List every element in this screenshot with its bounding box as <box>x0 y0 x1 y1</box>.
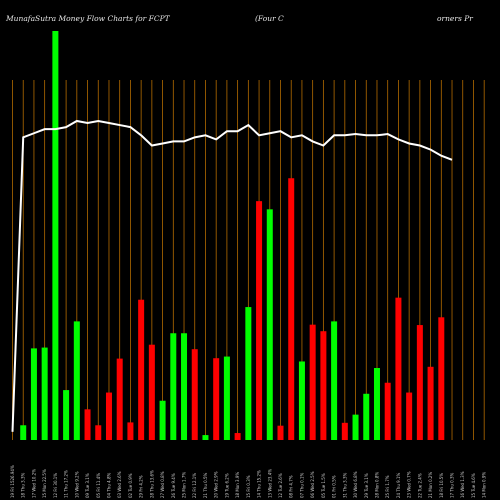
x-tick-label: 23 Wed 0.7% <box>407 471 412 498</box>
x-tick-label: 01 Fri 0.5% <box>332 475 337 498</box>
money-flow-bar <box>181 333 188 440</box>
x-tick-label: 25 Mon 1.7% <box>182 472 187 498</box>
x-tick-label: 15 Mon 22.5% <box>42 469 47 498</box>
x-tick-label: 29 Tue 3.1% <box>364 473 369 498</box>
money-flow-bar <box>395 297 402 440</box>
x-axis-tick-labels: 19 Fri 1526.94% 18 Thu 3.3% 17 Wed 10.2% 15… <box>10 465 487 498</box>
money-flow-bar <box>73 321 80 440</box>
money-flow-bar <box>170 333 177 440</box>
money-flow-bar <box>384 382 391 440</box>
money-flow-bar <box>105 392 112 440</box>
x-tick-label: 15 Fri 0.3% <box>246 475 251 498</box>
money-flow-bar <box>438 317 445 440</box>
money-flow-bar <box>298 361 305 440</box>
money-flow-bar <box>331 321 338 440</box>
money-flow-bar <box>309 324 316 440</box>
x-tick-label: 12 Fri 30.1% <box>53 473 58 498</box>
money-flow-bar <box>202 435 209 440</box>
x-tick-label: 03 Wed 2.6% <box>117 471 122 498</box>
money-flow-bar <box>341 422 348 440</box>
money-flow-bar <box>288 178 295 441</box>
x-tick-label: 24 Thu 9.1% <box>396 472 401 498</box>
x-tick-label: 30 Wed 6.8% <box>353 471 358 498</box>
x-tick-label: 21 Thu 0.5% <box>203 472 208 498</box>
x-tick-label: 09 Tue 3.1% <box>85 473 90 498</box>
x-tick-label: 25 Fri 1.7% <box>385 475 390 498</box>
money-flow-bar <box>30 348 37 440</box>
x-tick-label: 20 Wed 2.9% <box>214 471 219 498</box>
x-tick-label: 10 Wed 9.2% <box>74 471 79 498</box>
money-flow-bar <box>213 358 220 440</box>
chart-title-middle: (Four C <box>255 14 284 23</box>
money-flow-bar <box>138 299 145 440</box>
money-flow-bar <box>223 356 230 440</box>
money-flow-bar <box>191 349 198 440</box>
money-flow-bar <box>373 368 380 440</box>
x-tick-label: 07 Thu 0.1% <box>299 472 304 498</box>
money-flow-bar <box>406 392 413 440</box>
money-flow-bar <box>95 425 102 440</box>
x-tick-label: 31 Thu 3.3% <box>342 472 347 498</box>
money-flow-bar <box>427 366 434 440</box>
x-tick-label: 22 Fri 12.1% <box>192 473 197 498</box>
money-flow-bar <box>277 425 284 440</box>
x-tick-label: 08 Fri 4.7% <box>289 475 294 498</box>
x-tick-label: 22 Tue 2.4% <box>417 473 422 498</box>
money-flow-bar <box>234 433 241 440</box>
money-flow-bar <box>20 425 27 440</box>
money-flow-bar <box>84 409 91 440</box>
x-tick-label: 21 Mon 0.2% <box>428 472 433 498</box>
money-flow-bar <box>52 31 59 440</box>
x-tick-label: 02 Tue 0.9% <box>128 473 133 498</box>
price-line <box>11 119 453 432</box>
money-flow-bar <box>266 209 273 440</box>
x-tick-label: 13 Wed 23.4% <box>267 469 272 498</box>
x-tick-label: 19 Fri 1526.94% <box>10 465 15 498</box>
money-flow-bar <box>41 347 48 440</box>
x-tick-label: 17 Thu 0.3% <box>450 472 455 498</box>
x-tick-label: 04 Thu 4.8% <box>106 472 111 498</box>
money-flow-bar <box>116 358 123 440</box>
price-line-layer <box>11 119 453 432</box>
x-tick-label: 05 Fri 11.4% <box>96 473 101 498</box>
money-flow-bar <box>63 390 70 440</box>
x-tick-label: 28 Thu 13.6% <box>149 470 154 498</box>
chart-title-left: MunafaSutra Money Flow Charts for FCPT <box>6 14 170 23</box>
x-tick-label: 26 Tue 9.4% <box>171 473 176 498</box>
money-flow-bar <box>320 331 327 440</box>
money-flow-bars <box>20 31 445 441</box>
x-tick-label: 18 Mon 3.9% <box>235 472 240 498</box>
money-flow-bar <box>416 325 423 440</box>
x-tick-label: 28 Mon 0.8% <box>374 472 379 498</box>
money-flow-bar <box>363 393 370 440</box>
x-tick-label: 27 Wed 0.8% <box>160 471 165 498</box>
x-tick-label: 12 Tue 2.6% <box>278 473 283 498</box>
x-tick-label: 16 Wed 1.3% <box>460 471 465 498</box>
x-tick-label: 14 Mon 0.9% <box>482 472 487 498</box>
x-tick-label: 06 Wed 2.5% <box>310 471 315 498</box>
money-flow-bar <box>127 422 134 440</box>
x-tick-label: 15 Tue 4.6% <box>471 473 476 498</box>
x-tick-label: 18 Thu 3.3% <box>21 472 26 498</box>
x-tick-label: 19 Tue 6.2% <box>224 473 229 498</box>
x-tick-label: 29 Fri 4.2% <box>139 475 144 498</box>
x-tick-label: 18 Fri 10.5% <box>439 473 444 498</box>
x-tick-label: 14 Thu 15.2% <box>257 470 262 498</box>
money-flow-bar <box>352 414 359 440</box>
money-flow-bar <box>159 400 166 440</box>
money-flow-bar <box>245 307 252 440</box>
x-tick-label: 17 Wed 10.2% <box>31 469 36 498</box>
chart-title-right: orners Pr <box>437 14 473 23</box>
money-flow-bar <box>256 201 263 440</box>
x-tick-label: 11 Thu 17.2% <box>64 470 69 498</box>
x-tick-label: 05 Tue 1.5% <box>321 473 326 498</box>
money-flow-bar <box>148 344 155 440</box>
